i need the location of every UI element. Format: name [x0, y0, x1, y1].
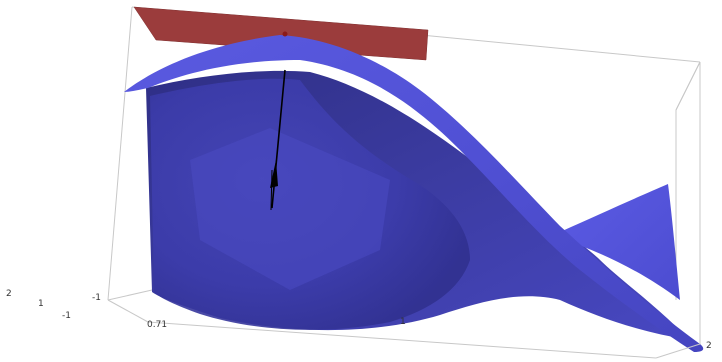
tick-label-z-1: 1 — [38, 299, 44, 309]
apex-point[interactable] — [282, 31, 288, 37]
surface-top-ridge — [124, 35, 704, 352]
tick-label-y-neg1: -1 — [62, 311, 71, 321]
surface-highlight-patch — [190, 128, 390, 290]
gradient-vector-arrow — [270, 69, 286, 211]
bounding-box-front — [107, 61, 701, 359]
tangent-plane — [133, 6, 429, 61]
tick-label-x-071: 0.71 — [147, 320, 167, 330]
tick-label-x-1: 1 — [400, 317, 406, 327]
tick-label-z-2: 2 — [6, 289, 12, 299]
tick-label-x-neg1: -1 — [92, 293, 101, 303]
surface-right-wing — [560, 184, 680, 300]
tick-label-x-2: 2 — [706, 341, 712, 351]
